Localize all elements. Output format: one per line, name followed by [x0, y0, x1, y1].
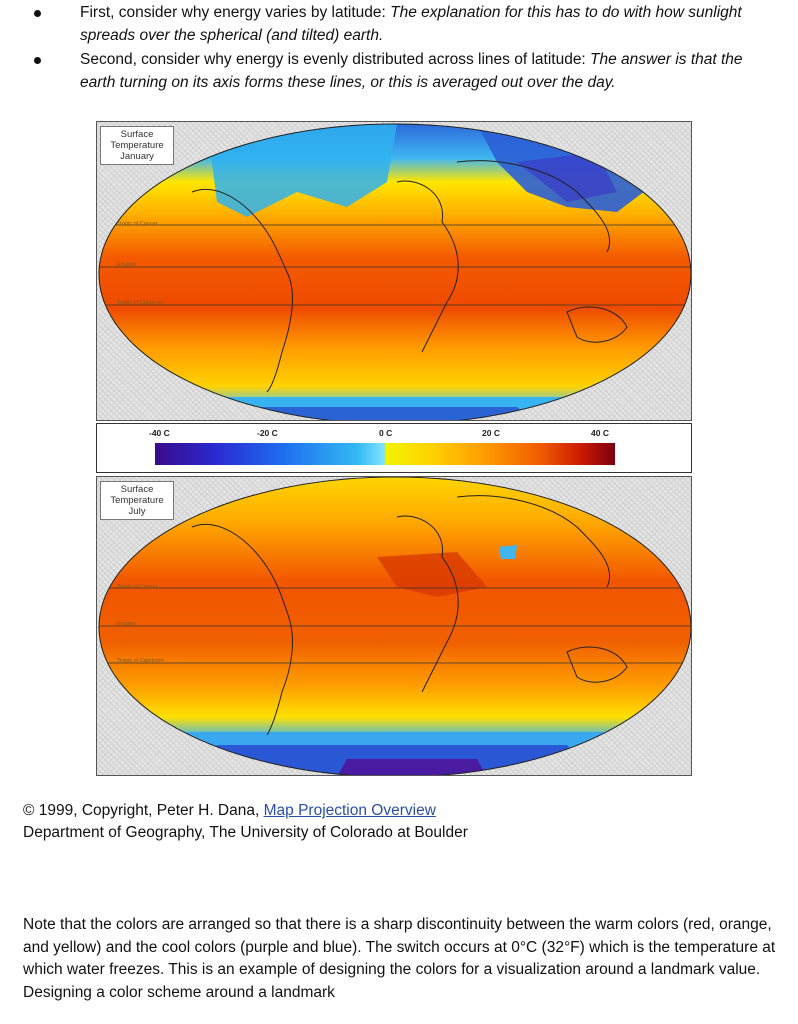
bullet-lead: First, consider why energy varies by lat… [80, 4, 391, 21]
july-map-label: Surface Temperature July [100, 481, 174, 520]
bullet-lead: Second, consider why energy is evenly di… [80, 51, 591, 68]
january-temperature-map: Surface Temperature January Tropic of Ca… [96, 121, 692, 421]
july-temperature-map: Surface Temperature July Tropic of Cance… [96, 476, 692, 776]
legend-tick-label: 0 C [379, 428, 393, 438]
tropic-of-cancer-label: Tropic of Cancer [117, 221, 158, 227]
legend-tick-label: -40 C [149, 428, 170, 438]
label-line: Temperature [110, 495, 164, 506]
equator-label: Equator [117, 262, 137, 268]
bullet-item: Second, consider why energy is evenly di… [28, 49, 778, 94]
tropic-of-capricorn-label: Tropic of Capricorn [117, 658, 164, 664]
july-map-graphic [98, 477, 691, 775]
january-map-label: Surface Temperature January [100, 126, 174, 165]
bullet-italic: The answer is that the earth turning on … [80, 51, 743, 91]
map-projection-overview-link[interactable]: Map Projection Overview [263, 802, 436, 819]
equator-label: Equator [117, 621, 137, 627]
legend-color-strip [155, 443, 615, 465]
temperature-color-legend: -40 C -20 C 0 C 20 C 40 C [96, 423, 692, 473]
credit-line-1: © 1999, Copyright, Peter H. Dana, Map Pr… [23, 800, 468, 822]
legend-tick-label: 20 C [482, 428, 500, 438]
january-map-graphic [98, 123, 691, 420]
legend-tick-label: -20 C [257, 428, 278, 438]
label-line: Surface [120, 129, 154, 140]
legend-tick-label: 40 C [591, 428, 609, 438]
bullet-dot-icon [34, 57, 41, 64]
bullet-item: First, consider why energy varies by lat… [28, 2, 778, 47]
copyright-credit: © 1999, Copyright, Peter H. Dana, Map Pr… [23, 800, 468, 844]
label-line: January [120, 151, 154, 162]
note-paragraph: Note that the colors are arranged so tha… [23, 916, 776, 1001]
credit-prefix: © 1999, Copyright, Peter H. Dana, [23, 802, 264, 819]
credit-line-2: Department of Geography, The University … [23, 824, 468, 841]
label-line: Surface [120, 484, 154, 495]
label-line: July [128, 506, 146, 517]
tropic-of-cancer-label: Tropic of Cancer [117, 584, 158, 590]
bullet-dot-icon [34, 10, 41, 17]
bullet-italic: The explanation for this has to do with … [80, 4, 742, 44]
bullet-list: First, consider why energy varies by lat… [28, 2, 778, 96]
label-line: Temperature [110, 140, 164, 151]
tropic-of-capricorn-label: Tropic of Capricorn [117, 300, 164, 306]
